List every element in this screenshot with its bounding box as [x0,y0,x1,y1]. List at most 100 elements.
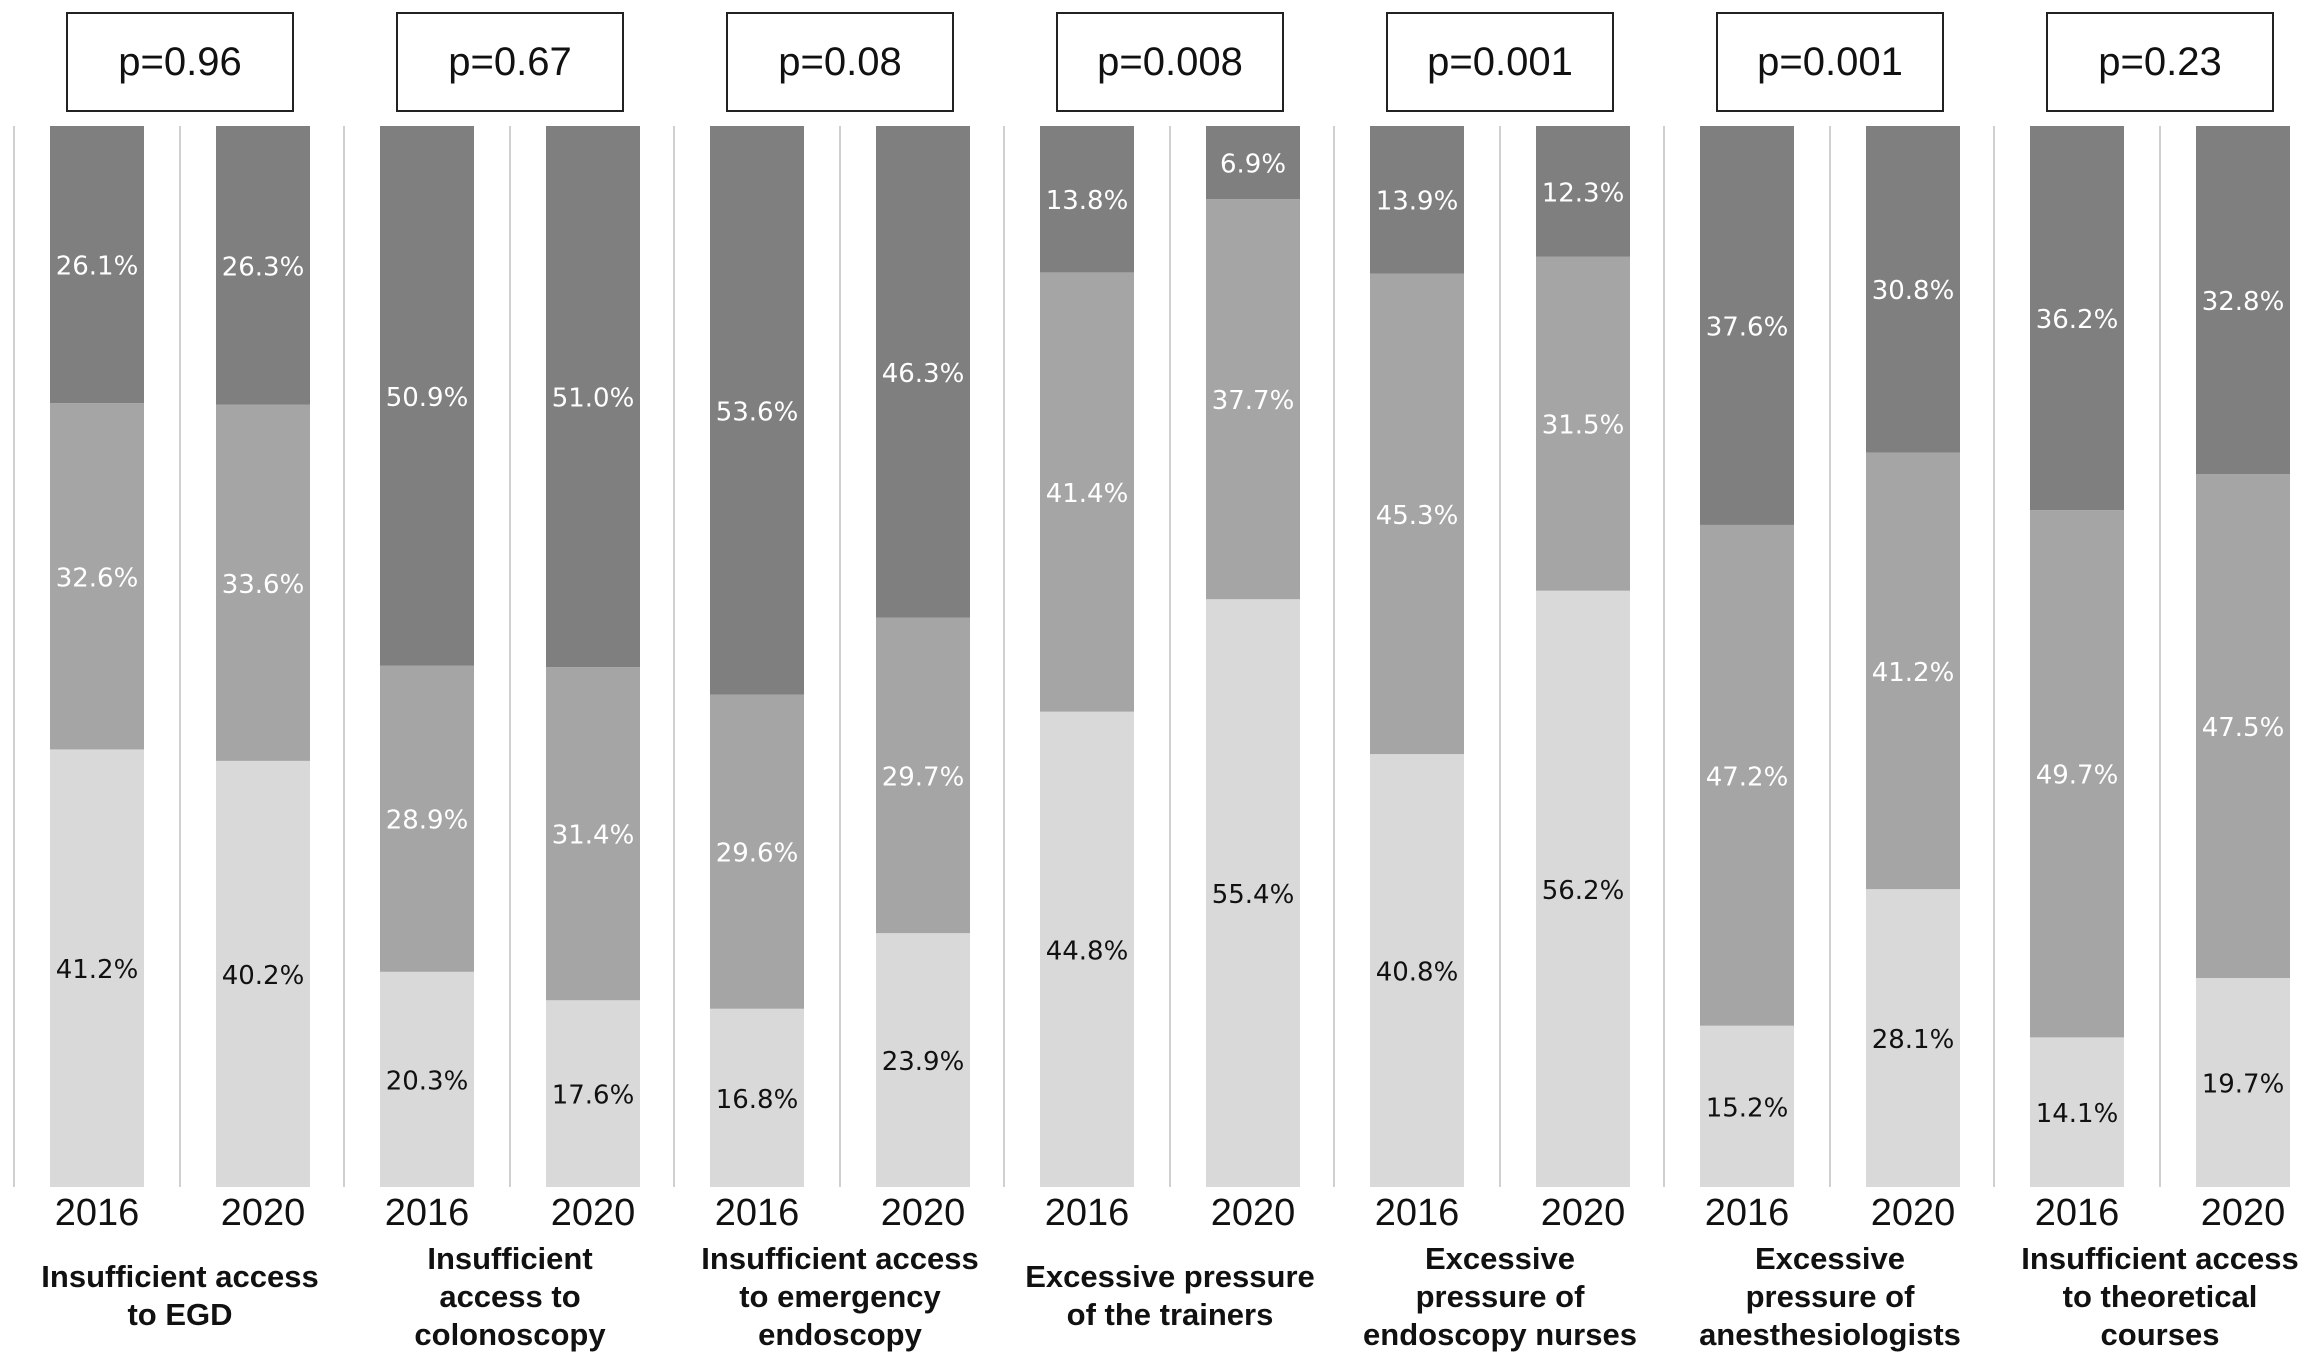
category-label: Excessive pressure of anesthesiologists [1699,1241,1961,1352]
data-label: 51.0% [552,384,635,414]
x-tick-label: 2020 [1870,1192,1956,1234]
data-label: 13.8% [1046,186,1129,216]
p-value-box: p=0.001 [1386,12,1614,112]
bar-segment-top [50,126,144,404]
bar-segment-bottom [710,1008,804,1187]
x-tick-label: 2016 [54,1192,140,1234]
bar-segment-bottom [1536,590,1630,1187]
category-label: Excessive pressure of endoscopy nurses [1363,1241,1637,1352]
bar-segment-middle [380,665,474,972]
bar-segment-bottom [50,749,144,1187]
x-tick-label: 2020 [1540,1192,1626,1234]
category-label: Insufficient access to EGD [41,1259,319,1332]
x-tick-label: 2016 [1704,1192,1790,1234]
bar-segment-middle [1370,273,1464,755]
x-tick-label: 2016 [2034,1192,2120,1234]
data-label: 13.9% [1376,187,1459,217]
bar-segment-top [1866,126,1960,453]
bar-segment-top [546,126,640,668]
data-label: 40.8% [1376,958,1459,988]
p-value-box: p=0.67 [396,12,624,112]
data-label: 40.2% [222,961,305,991]
bar-segment-bottom [1700,1025,1794,1187]
bar-segment-top [1040,126,1134,273]
p-value-box: p=0.23 [2046,12,2274,112]
bar-segment-top [1206,126,1300,200]
x-tick-label: 2020 [1210,1192,1296,1234]
bar-segment-bottom [546,1000,640,1187]
data-label: 32.6% [56,563,139,593]
data-label: 30.8% [1872,276,1955,306]
bar-segment-middle [50,403,144,750]
p-value-box: p=0.001 [1716,12,1944,112]
p-value-box: p=0.08 [726,12,954,112]
data-label: 14.1% [2036,1099,2119,1129]
category-label: Insufficient access to colonoscopy [414,1241,606,1352]
data-label: 56.2% [1542,876,1625,906]
bar-segment-middle [710,694,804,1009]
bar-segment-middle [1536,256,1630,591]
category-label: Insufficient access to emergency endosco… [701,1241,979,1352]
data-label: 29.6% [716,839,799,869]
data-label: 28.1% [1872,1025,1955,1055]
data-label: 28.9% [386,806,469,836]
data-label: 53.6% [716,397,799,427]
bar-segment-middle [216,404,310,761]
x-tick-label: 2016 [1374,1192,1460,1234]
bar-segment-top [1370,126,1464,274]
x-tick-label: 2020 [2200,1192,2286,1234]
bar-segment-bottom [1866,889,1960,1187]
bar-segment-middle [876,617,970,934]
bar-segment-top [1536,126,1630,257]
bar-segment-middle [1866,452,1960,890]
data-label: 50.9% [386,383,469,413]
bar-segment-bottom [2196,977,2290,1187]
data-label: 37.7% [1212,386,1295,416]
x-tick-label: 2020 [220,1192,306,1234]
bar-segment-middle [1040,272,1134,712]
bar-segment-middle [1700,524,1794,1026]
data-label: 29.7% [882,762,965,792]
data-label: 32.8% [2202,287,2285,317]
bar-segment-top [876,126,970,618]
data-label: 16.8% [716,1085,799,1115]
data-label: 12.3% [1542,178,1625,208]
data-label: 20.3% [386,1066,469,1096]
data-label: 41.4% [1046,479,1129,509]
data-label: 17.6% [552,1081,635,1111]
bar-segment-top [380,126,474,666]
bar-segment-bottom [1040,711,1134,1187]
bar-segment-bottom [1206,599,1300,1187]
bar-segment-middle [1206,199,1300,600]
data-label: 45.3% [1376,501,1459,531]
bar-segment-top [2196,126,2290,475]
x-tick-label: 2016 [714,1192,800,1234]
bar-segment-bottom [876,933,970,1187]
data-label: 33.6% [222,570,305,600]
data-label: 15.2% [1706,1093,1789,1123]
category-label: Excessive pressure of the trainers [1025,1259,1315,1332]
data-label: 26.3% [222,252,305,282]
p-value-box: p=0.008 [1056,12,1284,112]
data-label: 55.4% [1212,880,1295,910]
data-label: 41.2% [56,955,139,985]
data-label: 37.6% [1706,312,1789,342]
bar-segment-top [2030,126,2124,511]
bar-segment-top [710,126,804,695]
data-label: 6.9% [1220,150,1286,180]
bar-segment-top [1700,126,1794,525]
p-value-box: p=0.96 [66,12,294,112]
data-label: 19.7% [2202,1069,2285,1099]
x-tick-label: 2020 [880,1192,966,1234]
x-tick-label: 2016 [384,1192,470,1234]
bar-segment-middle [2196,474,2290,978]
data-label: 41.2% [1872,658,1955,688]
data-label: 26.1% [56,252,139,282]
data-label: 31.5% [1542,411,1625,441]
bar-segment-middle [546,667,640,1001]
x-tick-label: 2020 [550,1192,636,1234]
data-label: 47.5% [2202,713,2285,743]
data-label: 31.4% [552,821,635,851]
